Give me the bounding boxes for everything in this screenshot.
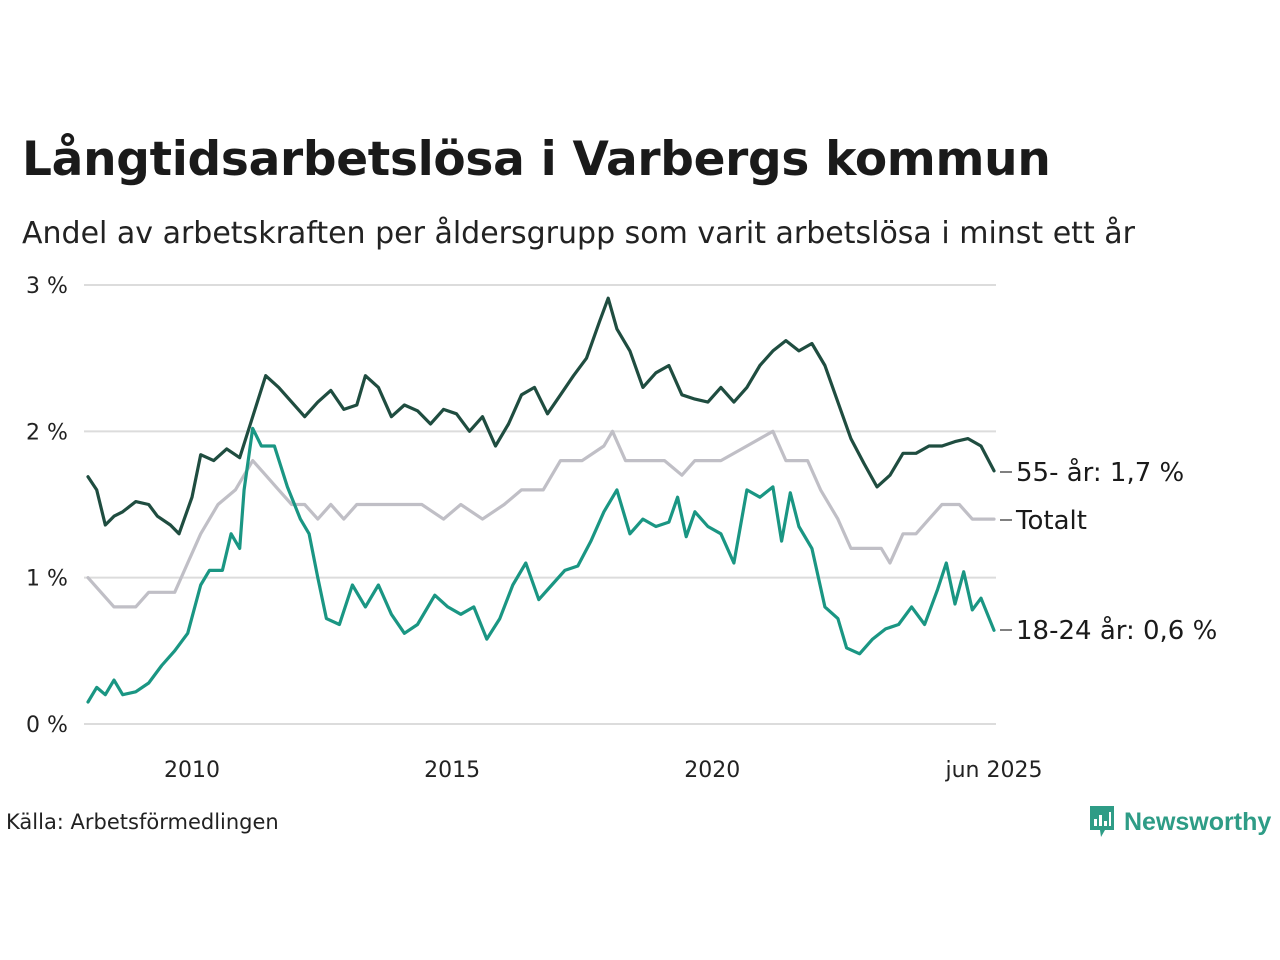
series-end-label-total: Totalt bbox=[1015, 506, 1087, 536]
y-tick-label: 1 % bbox=[26, 567, 68, 592]
series-line-total bbox=[86, 429, 996, 609]
x-axis-ticks: 2010 2015 2020 jun 2025 bbox=[164, 758, 1042, 783]
series-end-label-s55: 55- år: 1,7 % bbox=[1016, 457, 1184, 488]
x-tick-label: 2015 bbox=[424, 758, 480, 783]
source-note: Källa: Arbetsförmedlingen bbox=[6, 810, 279, 834]
chart-subtitle: Andel av arbetskraften per åldersgrupp s… bbox=[22, 216, 1135, 251]
series-end-labels: Totalt 18-24 år: 0,6 % 55- år: 1,7 % bbox=[1000, 457, 1217, 646]
series-lines bbox=[86, 296, 996, 704]
logo-text: Newsworthy bbox=[1124, 807, 1272, 836]
x-tick-label: 2010 bbox=[164, 758, 220, 783]
chart-title: Långtidsarbetslösa i Varbergs kommun bbox=[22, 132, 1051, 187]
newsworthy-logo-icon bbox=[1090, 806, 1114, 837]
y-tick-label: 0 % bbox=[26, 713, 68, 738]
series-line-s55 bbox=[86, 296, 996, 536]
x-tick-label: jun 2025 bbox=[945, 758, 1043, 783]
newsworthy-logo[interactable]: Newsworthy bbox=[1088, 804, 1271, 840]
series-line-s1824 bbox=[86, 426, 996, 704]
y-axis-ticks: 0 % 1 % 2 % 3 % bbox=[26, 274, 68, 738]
series-end-label-s1824: 18-24 år: 0,6 % bbox=[1016, 615, 1217, 646]
x-tick-label: 2020 bbox=[684, 758, 740, 783]
y-tick-label: 2 % bbox=[26, 420, 68, 445]
y-tick-label: 3 % bbox=[26, 274, 68, 299]
gridlines bbox=[84, 284, 996, 725]
